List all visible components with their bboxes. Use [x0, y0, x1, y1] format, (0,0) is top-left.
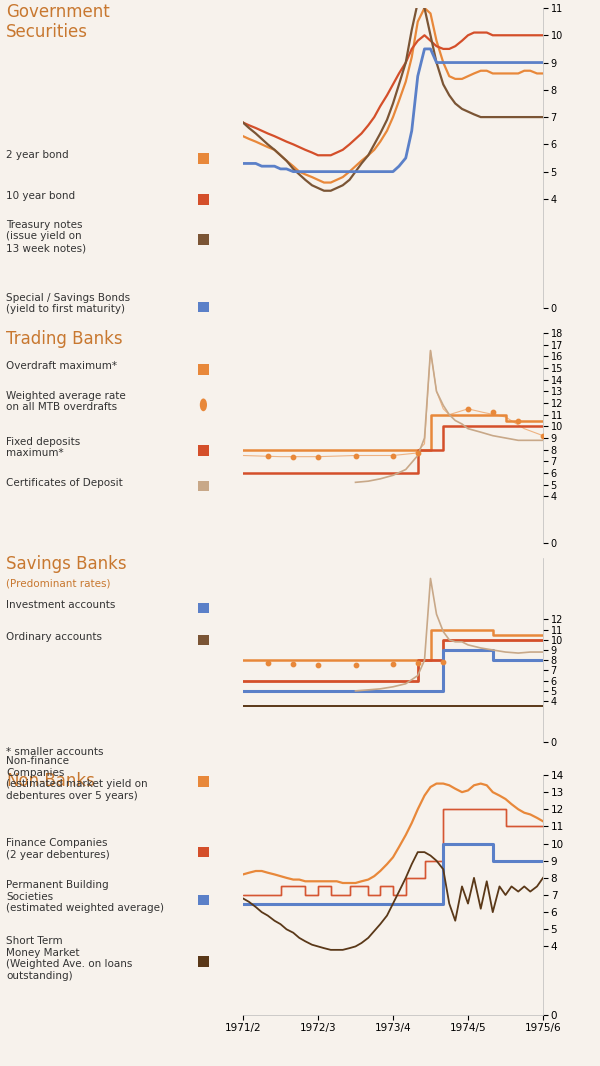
- Text: (Predominant rates): (Predominant rates): [6, 578, 110, 588]
- Text: Non-Banks: Non-Banks: [6, 772, 95, 790]
- Text: Treasury notes
(issue yield on
13 week notes): Treasury notes (issue yield on 13 week n…: [6, 220, 86, 253]
- Point: [313, 448, 323, 465]
- Text: Short Term
Money Market
(Weighted Ave. on loans
outstanding): Short Term Money Market (Weighted Ave. o…: [6, 936, 133, 981]
- Text: Special / Savings Bonds
(yield to first maturity): Special / Savings Bonds (yield to first …: [6, 293, 130, 314]
- Point: [263, 447, 272, 464]
- Point: [289, 656, 298, 673]
- Text: Government
Securities: Government Securities: [6, 3, 110, 42]
- Text: Overdraft maximum*: Overdraft maximum*: [6, 361, 117, 371]
- Point: [413, 445, 422, 462]
- Text: Investment accounts: Investment accounts: [6, 600, 115, 610]
- Text: Savings Banks: Savings Banks: [6, 554, 127, 572]
- Text: * smaller accounts: * smaller accounts: [6, 747, 104, 757]
- Point: [350, 447, 360, 464]
- Text: Certificates of Deposit: Certificates of Deposit: [6, 478, 123, 487]
- Text: 2 year bond: 2 year bond: [6, 150, 68, 161]
- Text: Fixed deposits
maximum*: Fixed deposits maximum*: [6, 437, 80, 458]
- Text: Non-finance
Companies
(estimated market yield on
debentures over 5 years): Non-finance Companies (estimated market …: [6, 756, 148, 801]
- Point: [463, 401, 473, 418]
- Point: [388, 656, 398, 673]
- Text: Ordinary accounts: Ordinary accounts: [6, 632, 102, 642]
- Text: Finance Companies
(2 year debentures): Finance Companies (2 year debentures): [6, 838, 110, 859]
- Text: Trading Banks: Trading Banks: [6, 329, 122, 348]
- Text: 10 year bond: 10 year bond: [6, 191, 75, 201]
- Point: [488, 404, 497, 421]
- Point: [289, 448, 298, 465]
- Point: [514, 411, 523, 429]
- Point: [313, 657, 323, 674]
- Point: [350, 657, 360, 674]
- Text: Permanent Building
Societies
(estimated weighted average): Permanent Building Societies (estimated …: [6, 881, 164, 914]
- Point: [538, 427, 548, 445]
- Point: [439, 653, 448, 671]
- Point: [413, 655, 422, 672]
- Point: [263, 655, 272, 672]
- Text: Weighted average rate
on all MTB overdrafts: Weighted average rate on all MTB overdra…: [6, 391, 126, 413]
- Point: [388, 447, 398, 464]
